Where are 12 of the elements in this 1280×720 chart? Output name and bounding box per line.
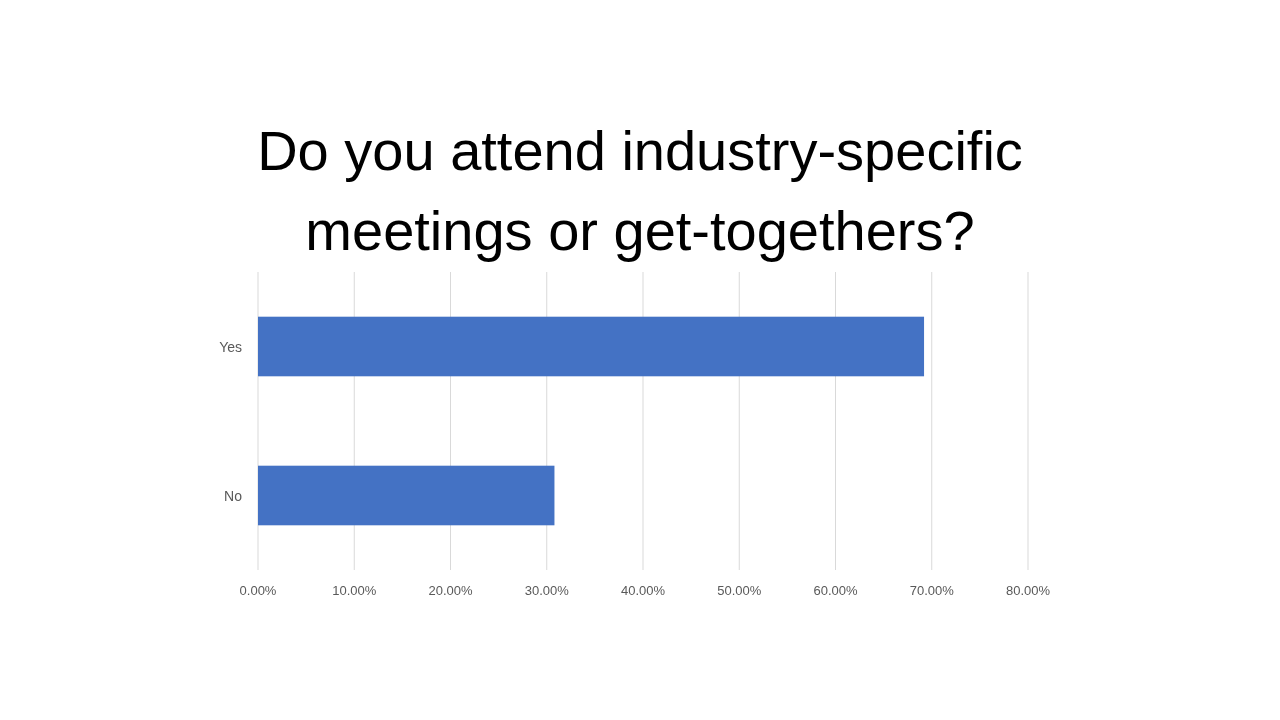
chart-title: Do you attend industry-specific meetings or get-togethers?: [257, 119, 1023, 262]
x-tick-label: 70.00%: [909, 583, 955, 598]
x-tick-label: 60.00%: [813, 583, 858, 598]
x-tick-label: 40.00%: [620, 583, 666, 598]
x-tick-label: 80.00%: [1005, 583, 1051, 598]
x-tick-label: 20.00%: [428, 583, 473, 598]
x-tick-label: 50.00%: [717, 583, 762, 598]
x-tick-label: 30.00%: [524, 583, 570, 598]
y-tick-label: Yes: [219, 338, 242, 355]
x-tick-label: 10.00%: [332, 583, 377, 598]
x-tick-label: 0.00%: [239, 583, 277, 598]
y-tick-label: No: [224, 487, 243, 504]
